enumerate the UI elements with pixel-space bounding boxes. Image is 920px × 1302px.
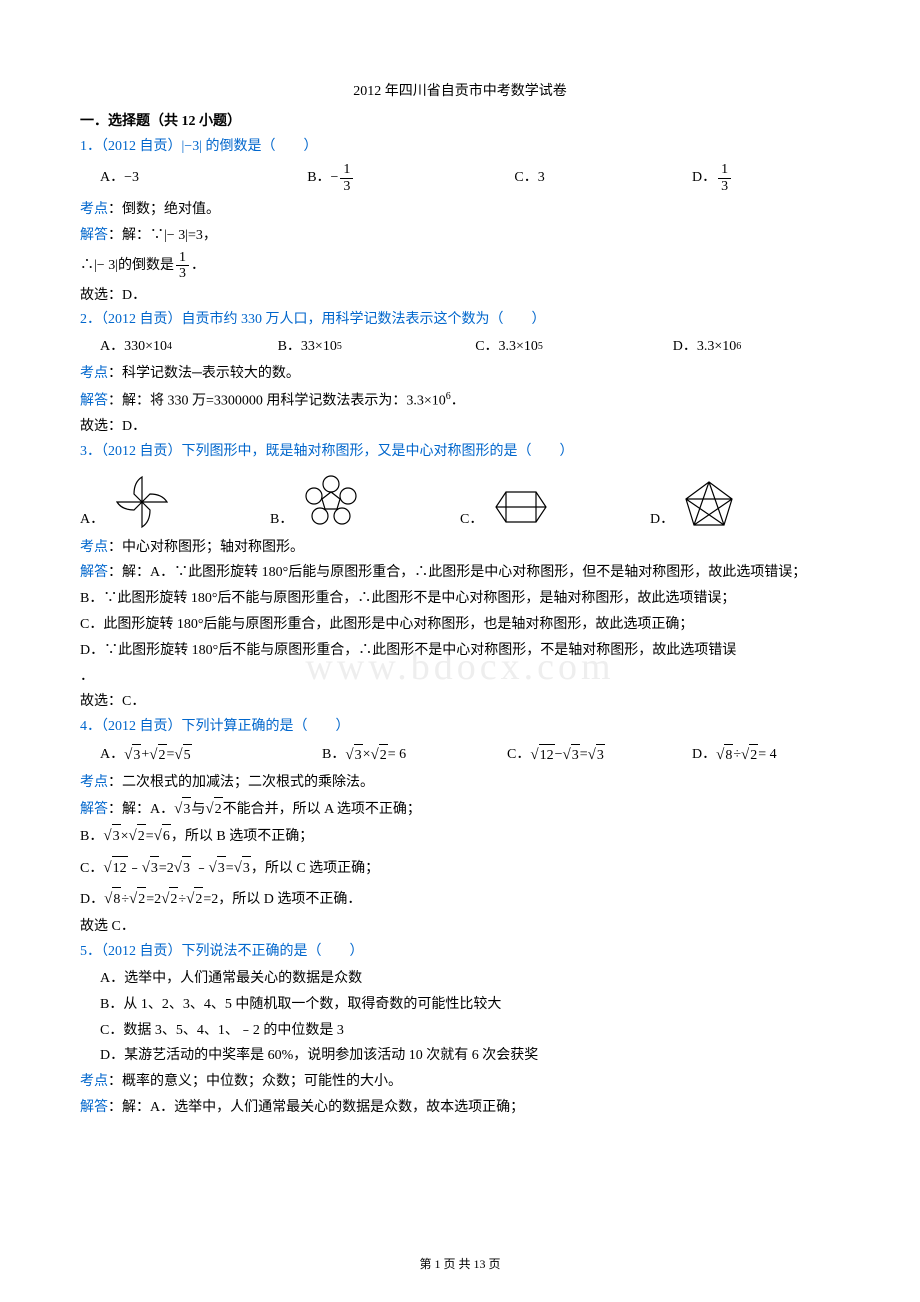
q3-opt-a: A． (80, 468, 270, 532)
q1-opt-a: A．−3 (100, 162, 307, 194)
q5-kaodian: 考点：概率的意义；中位数；众数；可能性的大小。 (80, 1070, 840, 1094)
q2-kaodian: 考点：科学记数法─表示较大的数。 (80, 362, 840, 386)
q4-kaodian: 考点：二次根式的加减法；二次根式的乘除法。 (80, 771, 840, 795)
q2-options: A．330×104 B．33×105 C．3.3×105 D．3.3×106 (80, 336, 840, 358)
q5-stem: 5．（2012 自贡）下列说法不正确的是（ ） (80, 941, 840, 963)
page-footer: 第 1 页 共 13 页 (0, 1255, 920, 1272)
q5-opt-c: C．数据 3、5、4、1、﹣2 的中位数是 3 (80, 1019, 840, 1043)
q4-opt-c: C．12 − 3 = 3 (507, 743, 692, 767)
q1-line3-frac: 13 (176, 250, 189, 282)
q4-jieda-b: B．3×2=6，所以 B 选项不正确； (80, 824, 840, 850)
q1-line3-prefix: ∴|− 3|的倒数是 (80, 258, 174, 273)
q2-opt-c: C．3.3×105 (475, 336, 673, 358)
q3-lineB: B．∵此图形旋转 180°后不能与原图形重合，∴此图形不是中心对称图形，是轴对称… (80, 587, 840, 611)
q2-opt-d: D．3.3×106 (673, 336, 840, 358)
q1-guxuan: 故选：D． (80, 284, 840, 308)
q1-kaodian: 考点：倒数；绝对值。 (80, 198, 840, 222)
q1-opt-d-prefix: D． (692, 167, 716, 189)
page-content: 2012 年四川省自贡市中考数学试卷 一．选择题（共 12 小题） 1．（201… (80, 80, 840, 1120)
q5-jieda: 解答：解：A．选举中，人们通常最关心的数据是众数，故本选项正确； (80, 1096, 840, 1120)
page-title: 2012 年四川省自贡市中考数学试卷 (80, 80, 840, 100)
q3-lineD1: D．∵此图形旋转 180°后不能与原图形重合，∴此图形不是中心对称图形，不是轴对… (80, 639, 840, 663)
q1-stem-text: 1．（2012 自贡）|−3| 的倒数是（ ） (80, 139, 318, 154)
q4-opt-a: A．3 + 2 = 5 (100, 743, 322, 767)
q3-guxuan: 故选：C． (80, 690, 840, 714)
q3-options: A． B． (80, 468, 840, 532)
q4-jieda-a: 解答：解：A．3与2不能合并，所以 A 选项不正确； (80, 797, 840, 823)
q1-line3-suffix: ． (191, 258, 205, 273)
q5-opt-a: A．选举中，人们通常最关心的数据是众数 (80, 967, 840, 991)
q4-jieda-d: D．8÷2=22÷2=2，所以 D 选项不正确． (80, 887, 840, 913)
q3-stem: 3．（2012 自贡）下列图形中，既是轴对称图形，又是中心对称图形的是（ ） (80, 441, 840, 463)
q1-opt-c: C．3 (514, 162, 692, 194)
q3-opt-c: C． (460, 478, 650, 532)
q1-opt-b: B．− 13 (307, 162, 514, 194)
q3-lineD2: ． (80, 665, 840, 689)
q2-opt-b: B．33×105 (278, 336, 476, 358)
q2-opt-a: A．330×104 (80, 336, 278, 358)
q3-kaodian: 考点：中心对称图形；轴对称图形。 (80, 536, 840, 560)
pinwheel-icon (112, 472, 172, 532)
q3-opt-b-label: B． (270, 509, 293, 531)
q1-opt-d-frac: 13 (718, 162, 731, 194)
q5-opt-b: B．从 1、2、3、4、5 中随机取一个数，取得奇数的可能性比较大 (80, 993, 840, 1017)
pentagon-star-icon (682, 477, 737, 532)
q3-opt-b: B． (270, 468, 460, 532)
q3-jieda: 解答：解：A．∵此图形旋转 180°后能与原图形重合，∴此图形是中心对称图形，但… (80, 561, 840, 585)
q3-opt-d: D． (650, 473, 840, 532)
q2-guxuan: 故选：D． (80, 415, 840, 439)
q1-stem: 1．（2012 自贡）|−3| 的倒数是（ ） (80, 136, 840, 158)
q1-opt-b-prefix: B．− (307, 167, 338, 189)
q4-opt-d: D．8 ÷ 2 = 4 (692, 743, 840, 767)
hexagon-lines-icon (491, 482, 551, 532)
section-header: 一．选择题（共 12 小题） (80, 110, 840, 130)
q2-stem: 2．（2012 自贡）自贡市约 330 万人口，用科学记数法表示这个数为（ ） (80, 309, 840, 331)
q4-guxuan: 故选 C． (80, 915, 840, 939)
q4-jieda-c: C．12﹣3=23 ﹣3=3，所以 C 选项正确； (80, 856, 840, 882)
q4-opt-b: B．3 × 2 = 6 (322, 743, 507, 767)
q3-opt-c-label: C． (460, 509, 483, 531)
q2-jieda: 解答：解：将 330 万=3300000 用科学记数法表示为：3.3×106． (80, 388, 840, 413)
q4-stem: 4．（2012 自贡）下列计算正确的是（ ） (80, 716, 840, 738)
flower-pentagon-icon (301, 472, 361, 532)
q1-jieda: 解答：解：∵|− 3|=3， (80, 224, 840, 248)
q4-options: A．3 + 2 = 5 B．3 × 2 = 6 C．12 − 3 = 3 D．8… (80, 743, 840, 767)
q3-lineC: C．此图形旋转 180°后能与原图形重合，此图形是中心对称图形，也是轴对称图形，… (80, 613, 840, 637)
q3-opt-a-label: A． (80, 509, 104, 531)
q1-line3: ∴|− 3|的倒数是13． (80, 250, 840, 282)
q1-opt-d: D． 13 (692, 162, 840, 194)
q1-options: A．−3 B．− 13 C．3 D． 13 (80, 162, 840, 194)
q1-opt-b-frac: 13 (340, 162, 353, 194)
q5-opt-d: D．某游艺活动的中奖率是 60%，说明参加该活动 10 次就有 6 次会获奖 (80, 1044, 840, 1068)
q3-opt-d-label: D． (650, 509, 674, 531)
